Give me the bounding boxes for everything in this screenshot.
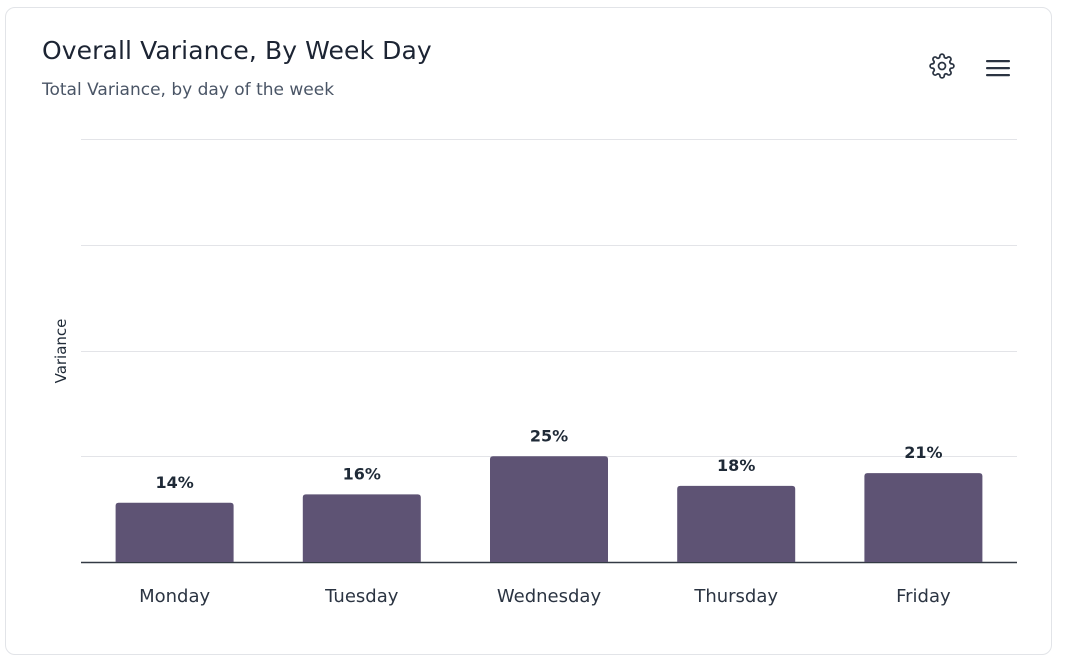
x-tick-label: Tuesday: [324, 586, 399, 607]
settings-button[interactable]: [925, 49, 959, 83]
gear-icon: [929, 53, 955, 79]
y-axis-label: Variance: [52, 319, 70, 384]
menu-button[interactable]: [981, 51, 1015, 85]
bar-monday[interactable]: [115, 502, 234, 562]
x-tick-label: Wednesday: [497, 586, 602, 607]
hamburger-menu-icon: [986, 60, 1010, 77]
data-label: 25%: [530, 426, 568, 445]
chart-subtitle: Total Variance, by day of the week: [42, 80, 335, 100]
data-label: 21%: [904, 443, 942, 462]
x-tick-label: Monday: [139, 586, 210, 607]
data-label: 14%: [155, 473, 193, 492]
x-tick-label: Friday: [896, 586, 951, 607]
bar-wednesday[interactable]: [490, 456, 608, 562]
bar-friday[interactable]: [864, 473, 983, 562]
bar-tuesday[interactable]: [302, 494, 421, 562]
x-tick-label: Thursday: [693, 586, 778, 607]
bar-thursday[interactable]: [677, 485, 796, 562]
bars: [115, 456, 983, 562]
data-label: 18%: [717, 456, 755, 475]
chart-title: Overall Variance, By Week Day: [42, 36, 432, 65]
data-label: 16%: [343, 464, 381, 483]
x-tick-labels: Monday Tuesday Wednesday Thursday Friday: [139, 586, 951, 607]
data-labels: 14% 16% 25% 18% 21%: [155, 426, 942, 492]
